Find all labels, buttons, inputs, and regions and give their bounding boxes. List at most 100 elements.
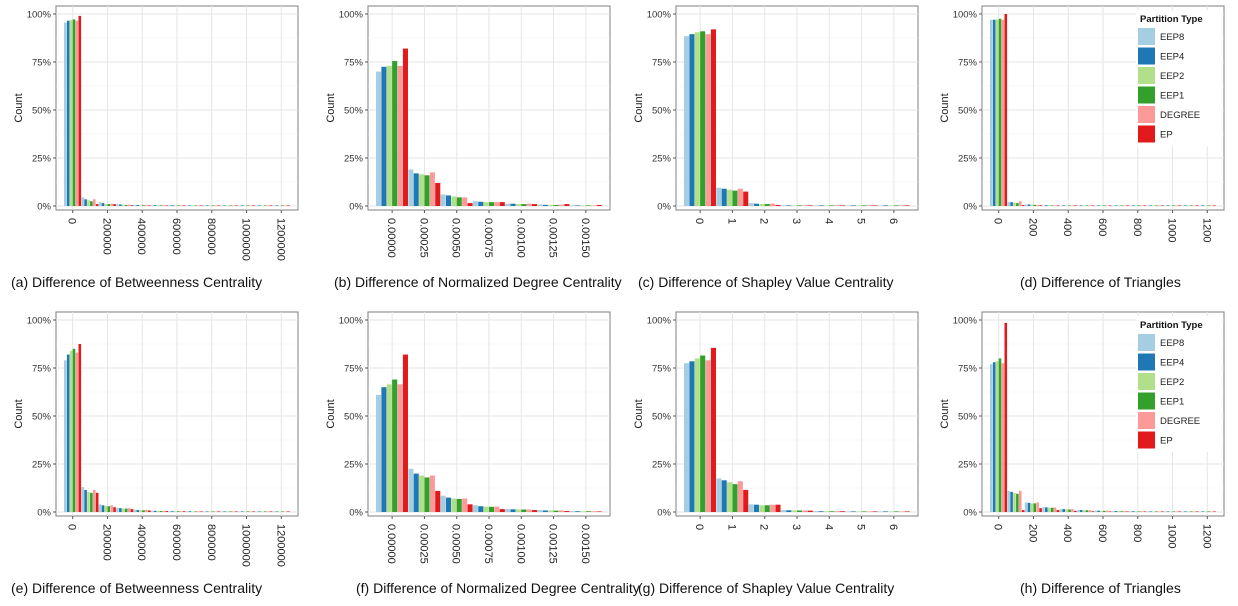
bar-eep1	[1103, 510, 1106, 512]
bar-eep4	[721, 188, 727, 206]
bar-eep2	[451, 196, 457, 206]
bar-degree	[145, 510, 148, 512]
bar-degree	[834, 205, 840, 206]
bar-eep8	[237, 511, 241, 512]
bar-ep	[1056, 205, 1060, 206]
y-tick-label: 100%	[339, 316, 364, 327]
bar-eep8	[845, 511, 851, 512]
legend-key-eep4	[1138, 353, 1155, 371]
bar-eep1	[553, 510, 559, 512]
bar-eep1	[1189, 511, 1193, 512]
bar-eep1	[732, 484, 738, 512]
bar-eep4	[542, 204, 548, 206]
y-axis-label: Count	[13, 93, 25, 122]
bar-eep8	[1059, 205, 1063, 206]
bar-degree	[249, 205, 253, 206]
bar-ep	[1108, 511, 1112, 512]
bar-eep4	[542, 510, 548, 512]
bar-eep8	[1181, 205, 1184, 206]
x-tick-label: 0	[992, 524, 1004, 530]
y-tick-label: 75%	[958, 364, 978, 375]
bar-eep8	[98, 504, 102, 512]
bar-eep4	[171, 205, 174, 206]
bar-eep2	[515, 509, 521, 512]
bar-eep2	[856, 205, 862, 206]
x-tick-label: 0	[66, 524, 78, 530]
bar-eep2	[226, 511, 229, 512]
bar-eep4	[240, 205, 244, 206]
y-tick-label: 50%	[32, 106, 52, 117]
bar-eep4	[1201, 511, 1205, 512]
bar-eep8	[1094, 510, 1097, 512]
bar-degree	[526, 203, 532, 206]
chart-g: 0% 25% 50% 75% 100% 0 1 2 3 4 5 6 Count	[633, 311, 919, 530]
bar-eep2	[139, 510, 142, 512]
bar-ep	[148, 205, 151, 206]
bar-degree	[92, 199, 96, 206]
bar-eep2	[1082, 205, 1086, 206]
bar-degree	[866, 205, 873, 206]
legend-key-eep2	[1138, 67, 1155, 84]
y-tick-label: 25%	[652, 154, 672, 165]
bar-eep8	[1076, 510, 1080, 512]
bar-eep8	[185, 511, 189, 512]
bar-degree	[214, 205, 218, 206]
x-tick-label: 600000	[170, 524, 182, 561]
x-tick-label: 1200000	[274, 524, 286, 567]
bar-eep1	[72, 19, 76, 206]
caption-d: (d) Difference of Triangles	[1020, 274, 1181, 290]
bar-eep4	[1097, 510, 1100, 512]
bar-ep	[217, 511, 221, 512]
bar-eep4	[445, 497, 452, 512]
bar-eep2	[139, 205, 142, 206]
bar-eep4	[381, 66, 387, 206]
bar-eep2	[823, 511, 829, 512]
y-tick-label: 75%	[32, 364, 52, 375]
bar-eep1	[1155, 205, 1158, 206]
chart-f: 0% 25% 50% 75% 100% 0.00000 0.00025 0.00050 0.00…	[325, 311, 611, 564]
x-tick-label: 6	[887, 524, 899, 530]
bar-eep4	[786, 205, 792, 206]
bar-eep4	[1114, 511, 1118, 512]
bar-ep	[1004, 322, 1008, 512]
bar-eep1	[229, 511, 232, 512]
bar-degree	[1036, 204, 1039, 206]
x-tick-label: 1200	[1200, 524, 1212, 548]
bar-eep1	[1050, 205, 1054, 206]
bar-eep8	[1146, 205, 1150, 206]
bar-eep8	[64, 360, 67, 512]
bar-eep1	[829, 205, 835, 206]
bar-degree	[1140, 205, 1144, 206]
bar-eep2	[694, 358, 700, 512]
bar-eep8	[813, 205, 819, 206]
bar-degree	[705, 34, 711, 206]
bar-ep	[1195, 511, 1199, 512]
bar-eep8	[81, 197, 84, 206]
x-tick-label: 1000000	[240, 524, 252, 567]
bar-eep4	[101, 505, 105, 512]
bar-eep4	[136, 205, 140, 206]
bar-eep2	[69, 20, 73, 207]
bar-eep1	[107, 506, 111, 512]
chart-d: 0% 25% 50% 75% 100% 0 200 400 600 800 1000 1200 Coun…	[939, 5, 1225, 242]
y-tick-label: 50%	[32, 412, 52, 423]
bar-degree	[558, 510, 565, 512]
bar-eep4	[1201, 205, 1205, 206]
bar-eep1	[1120, 205, 1123, 206]
bar-eep2	[995, 361, 999, 512]
bar-eep4	[1149, 511, 1152, 512]
bar-eep4	[1166, 511, 1170, 512]
bar-degree	[899, 205, 905, 206]
bar-eep4	[786, 510, 792, 512]
caption-h: (h) Difference of Triangles	[1020, 580, 1181, 596]
y-tick-label: 0%	[963, 202, 977, 213]
bar-degree	[266, 511, 270, 512]
bar-eep8	[185, 205, 189, 206]
y-tick-label: 100%	[953, 10, 978, 21]
bar-ep	[130, 509, 134, 512]
bar-eep2	[727, 482, 733, 512]
bar-eep1	[585, 205, 591, 206]
bar-eep4	[1045, 507, 1048, 512]
bar-degree	[110, 505, 113, 512]
bar-eep4	[850, 205, 856, 206]
